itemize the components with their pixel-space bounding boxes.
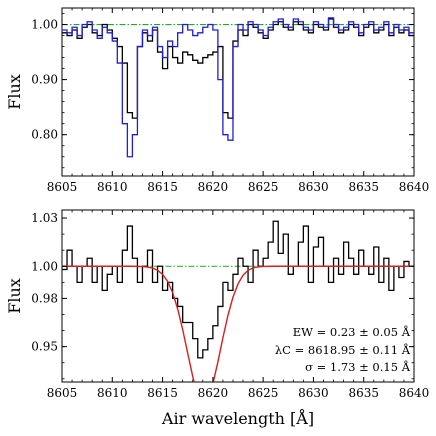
top-series-1	[62, 17, 414, 158]
top-xtick-label: 8615	[147, 180, 178, 194]
bottom-xtick-label: 8615	[147, 386, 178, 400]
top-xtick-label: 8605	[47, 180, 78, 194]
bottom-xtick-label: 8620	[198, 386, 229, 400]
top-y-axis-label: Flux	[5, 74, 24, 110]
top-ytick-label: 0.90	[31, 73, 58, 87]
bottom-series-0	[62, 220, 414, 359]
bottom-plot-frame	[61, 209, 415, 383]
bottom-ytick-label: 1.03	[31, 211, 58, 225]
bottom-xtick-label: 8605	[47, 386, 78, 400]
bottom-xtick-label: 8640	[399, 386, 430, 400]
top-xtick-label: 8630	[298, 180, 329, 194]
bottom-panel: 8605 8610 8615 8620 8625 8630 8635 8640 0.95 0.98…	[5, 209, 430, 428]
annotation-lambda-c: λC = 8618.95 ± 0.11 Å	[275, 343, 411, 357]
bottom-xtick-label: 8630	[298, 386, 329, 400]
annotation-sigma: σ = 1.73 ± 0.15 Å	[305, 360, 411, 374]
bottom-xtick-label: 8610	[97, 386, 128, 400]
bottom-ytick-label: 1.00	[31, 259, 58, 273]
x-axis-label: Air wavelength [Å]	[161, 408, 314, 428]
bottom-y-axis-label: Flux	[5, 278, 24, 314]
bottom-xtick-label: 8625	[248, 386, 279, 400]
top-xtick-label: 8610	[97, 180, 128, 194]
annotation-ew: EW = 0.23 ± 0.05 Å	[293, 325, 411, 339]
top-xtick-label: 8635	[348, 180, 379, 194]
bottom-ytick-label: 0.95	[31, 340, 58, 354]
top-ytick-label: 1.00	[31, 18, 58, 32]
bottom-xtick-label: 8635	[348, 386, 379, 400]
top-ytick-label: 0.80	[31, 128, 58, 142]
bottom-series-1	[62, 265, 414, 382]
top-panel: 8605 8610 8615 8620 8625 8630 8635 8640 0.80 0.90…	[5, 7, 430, 194]
top-xtick-label: 8625	[248, 180, 279, 194]
top-xtick-label: 8640	[399, 180, 430, 194]
bottom-ytick-label: 0.98	[31, 291, 58, 305]
top-xtick-label: 8620	[198, 180, 229, 194]
